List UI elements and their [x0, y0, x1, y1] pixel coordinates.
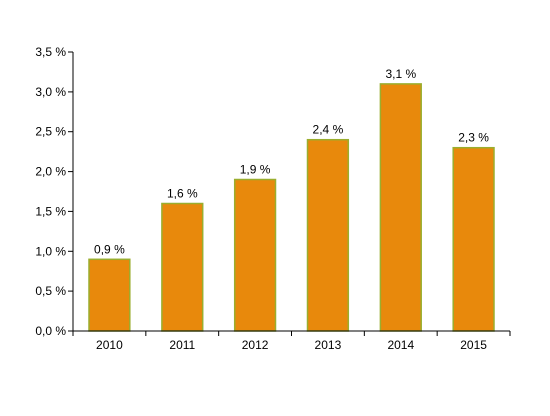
bar-2015	[452, 146, 495, 332]
data-label-2010: 0,9 %	[94, 242, 125, 256]
x-axis: 2010 2011 2012 2013 2014 2015	[72, 330, 511, 352]
y-tick-label: 3,5 %	[35, 45, 66, 59]
y-tick-label: 0,5 %	[35, 284, 66, 298]
y-tick-label: 1,5 %	[35, 204, 66, 218]
x-tick-label-2013: 2013	[315, 338, 342, 352]
data-label-2012: 1,9 %	[240, 163, 271, 177]
bar-2010	[88, 258, 131, 332]
x-tick-label-2014: 2014	[387, 338, 414, 352]
data-label-2011: 1,6 %	[167, 187, 198, 201]
bar-2011	[161, 202, 204, 332]
data-labels-group: 0,9 % 1,6 % 1,9 % 2,4 % 3,1 % 2,3 %	[94, 67, 489, 256]
y-axis: 0,0 % 0,5 % 1,0 % 1,5 % 2,0 % 2,5 % 3,0 % 3,5 %	[35, 45, 74, 338]
y-tick-label: 3,0 %	[35, 85, 66, 99]
data-label-2015: 2,3 %	[458, 131, 489, 145]
y-tick-label: 2,0 %	[35, 165, 66, 179]
bar-2013	[306, 138, 350, 332]
data-label-2014: 3,1 %	[385, 67, 416, 81]
bar-2012	[233, 178, 277, 332]
bars-group	[88, 83, 495, 332]
x-tick-label-2015: 2015	[460, 338, 487, 352]
x-tick-label-2011: 2011	[169, 338, 195, 352]
y-tick-label: 0,0 %	[35, 324, 66, 338]
x-tick-label-2012: 2012	[242, 338, 269, 352]
y-tick-label: 2,5 %	[35, 125, 66, 139]
bar-2014	[379, 83, 422, 332]
x-tick-label-2010: 2010	[96, 338, 123, 352]
y-tick-label: 1,0 %	[35, 244, 66, 258]
data-label-2013: 2,4 %	[313, 123, 344, 137]
